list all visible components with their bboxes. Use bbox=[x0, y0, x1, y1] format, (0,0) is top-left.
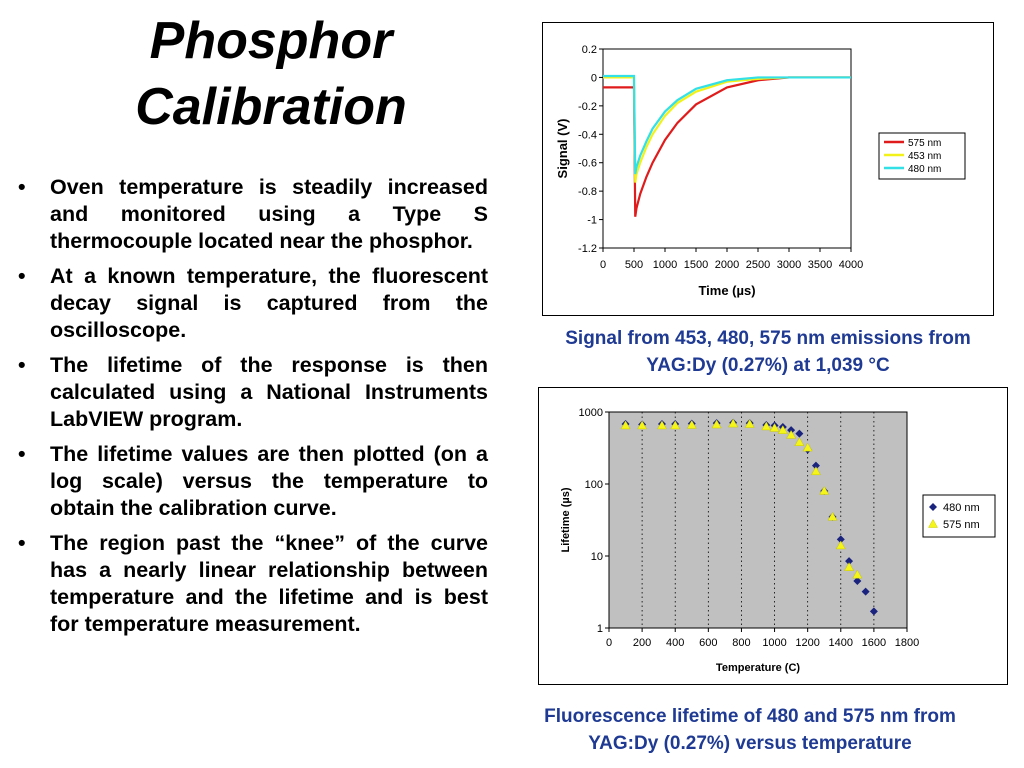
lifetime-chart-frame: 0 200 400 600 800 1000 1200 1400 1600 1800 1 10 100 1… bbox=[538, 387, 1008, 685]
data-point-triangle bbox=[686, 419, 697, 429]
bullet-item: • At a known temperature, the fluorescent… bbox=[18, 263, 488, 344]
bullet-dot-icon: • bbox=[18, 442, 26, 466]
data-point-triangle bbox=[928, 518, 938, 528]
signal-chart-caption: Signal from 453, 480, 575 nm emissions f… bbox=[565, 328, 971, 376]
data-point-triangle bbox=[827, 511, 838, 521]
y-axis-label: Lifetime (µs) bbox=[560, 487, 572, 552]
y-tick-label: -1 bbox=[587, 215, 597, 227]
data-point-triangle bbox=[811, 466, 821, 476]
x-axis-label: Time (µs) bbox=[698, 283, 755, 298]
legend-label: 575 nm bbox=[908, 138, 941, 149]
bullet-dot-icon: • bbox=[18, 175, 26, 199]
legend-label: 575 nm bbox=[943, 519, 980, 531]
x-tick-label: 600 bbox=[699, 637, 717, 649]
x-tick-label: 800 bbox=[732, 637, 750, 649]
data-point-diamond bbox=[869, 607, 878, 616]
y-tick-label: 100 bbox=[585, 479, 603, 491]
x-tick-label: 2000 bbox=[715, 259, 739, 271]
data-point-triangle bbox=[802, 442, 813, 452]
y-axis-label: Signal (V) bbox=[555, 119, 570, 179]
data-point-diamond bbox=[811, 461, 820, 470]
x-tick-label: 2500 bbox=[746, 259, 770, 271]
data-point-triangle bbox=[620, 420, 631, 430]
legend-label: 480 nm bbox=[908, 164, 941, 175]
data-point-triangle bbox=[794, 437, 805, 447]
bullet-item: • The region past the “knee” of the curve… bbox=[18, 530, 488, 638]
bullet-list: • Oven temperature is steadily increased … bbox=[18, 174, 488, 646]
plot-area bbox=[608, 411, 908, 629]
bullet-text: Oven temperature is steadily increased a… bbox=[50, 175, 488, 253]
x-axis-label: Temperature (C) bbox=[716, 662, 800, 674]
data-point-diamond bbox=[929, 503, 937, 511]
data-point-diamond bbox=[861, 587, 870, 596]
lifetime-vs-temperature-chart: 0 200 400 600 800 1000 1200 1400 1600 1800 1 10 100 1… bbox=[560, 407, 996, 674]
bullet-text: The lifetime of the response is then cal… bbox=[50, 353, 488, 431]
data-point-triangle bbox=[761, 421, 772, 431]
legend-box bbox=[922, 494, 996, 538]
y-tick-label: 0 bbox=[591, 72, 597, 84]
x-tick-label: 4000 bbox=[839, 259, 863, 271]
data-point-triangle bbox=[670, 420, 681, 430]
y-tick-label: -1.2 bbox=[578, 243, 597, 255]
bullet-text: At a known temperature, the fluorescent … bbox=[50, 264, 488, 342]
bullet-text: The region past the “knee” of the curve … bbox=[50, 531, 488, 636]
slide-title-line-1: Phosphor bbox=[149, 12, 393, 70]
data-point-triangle bbox=[852, 569, 863, 579]
signal-decay-chart: 0.20-0.2-0.4-0.6-0.8-1-1.20 500 1000 1500 20… bbox=[555, 44, 966, 298]
y-tick-label: -0.4 bbox=[578, 129, 597, 141]
bullet-text: The lifetime values are then plotted (on… bbox=[50, 442, 488, 520]
x-tick-label: 200 bbox=[633, 637, 651, 649]
bullet-dot-icon: • bbox=[18, 531, 26, 555]
data-point-triangle bbox=[769, 422, 780, 432]
x-tick-label: 1600 bbox=[862, 637, 886, 649]
data-point-triangle bbox=[657, 420, 667, 430]
y-tick-label: 10 bbox=[591, 551, 603, 563]
bullet-item: • Oven temperature is steadily increased … bbox=[18, 174, 488, 255]
data-point-diamond bbox=[836, 535, 845, 544]
x-tick-label: 0 bbox=[600, 259, 606, 271]
data-point-triangle bbox=[835, 540, 846, 550]
data-point-triangle bbox=[777, 425, 788, 434]
bullet-item: • The lifetime values are then plotted (o… bbox=[18, 441, 488, 522]
data-point-diamond bbox=[853, 576, 862, 585]
plot-area bbox=[602, 48, 852, 249]
x-tick-label: 1500 bbox=[684, 259, 708, 271]
data-point-diamond bbox=[845, 557, 854, 566]
y-tick-label: 1 bbox=[597, 623, 603, 635]
y-tick-label: -0.2 bbox=[578, 101, 597, 113]
data-point-triangle bbox=[637, 420, 648, 430]
bullet-dot-icon: • bbox=[18, 264, 26, 288]
series-line bbox=[603, 74, 851, 175]
bullet-item: • The lifetime of the response is then ca… bbox=[18, 352, 488, 433]
y-tick-label: -0.6 bbox=[578, 158, 597, 170]
y-tick-label: 0.2 bbox=[582, 44, 597, 56]
x-tick-label: 1000 bbox=[762, 637, 786, 649]
x-tick-label: 3500 bbox=[808, 259, 832, 271]
x-tick-label: 1400 bbox=[829, 637, 853, 649]
x-tick-label: 400 bbox=[666, 637, 684, 649]
x-tick-label: 1200 bbox=[795, 637, 819, 649]
slide-title-line-2: Calibration bbox=[135, 78, 407, 136]
data-point-triangle bbox=[844, 562, 854, 571]
lifetime-chart-caption: Fluorescence lifetime of 480 and 575 nm … bbox=[544, 706, 956, 754]
data-point-triangle bbox=[819, 485, 830, 495]
x-tick-label: 3000 bbox=[777, 259, 801, 271]
signal-chart-frame: 0.2 0 -0.2 -0.4 -0.6 -0.8 -1 -1.2 0 500 1000 1500 20… bbox=[542, 22, 994, 316]
x-tick-label: 1800 bbox=[895, 637, 919, 649]
y-tick-label: 1000 bbox=[579, 407, 603, 419]
data-point-triangle bbox=[728, 418, 739, 428]
legend-label: 480 nm bbox=[943, 502, 980, 514]
data-point-triangle bbox=[786, 429, 797, 439]
x-tick-label: 0 bbox=[606, 637, 612, 649]
legend-label: 453 nm bbox=[908, 151, 941, 162]
bullet-dot-icon: • bbox=[18, 353, 26, 377]
data-point-triangle bbox=[744, 419, 755, 428]
y-tick-label: -0.8 bbox=[578, 186, 597, 198]
x-tick-label: 1000 bbox=[653, 259, 677, 271]
data-point-diamond bbox=[795, 429, 804, 438]
x-tick-label: 500 bbox=[625, 259, 643, 271]
data-point-triangle bbox=[711, 419, 722, 429]
